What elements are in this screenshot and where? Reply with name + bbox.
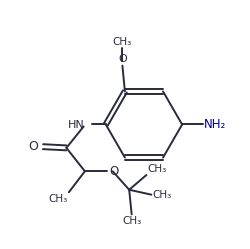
Text: O: O [28,140,38,153]
Text: O: O [108,165,118,178]
Text: CH₃: CH₃ [122,216,141,226]
Text: CH₃: CH₃ [147,164,166,174]
Text: HN: HN [68,120,84,129]
Text: NH₂: NH₂ [204,118,226,131]
Text: CH₃: CH₃ [112,37,132,47]
Text: O: O [118,54,126,64]
Text: CH₃: CH₃ [152,190,171,200]
Text: CH₃: CH₃ [48,194,67,204]
